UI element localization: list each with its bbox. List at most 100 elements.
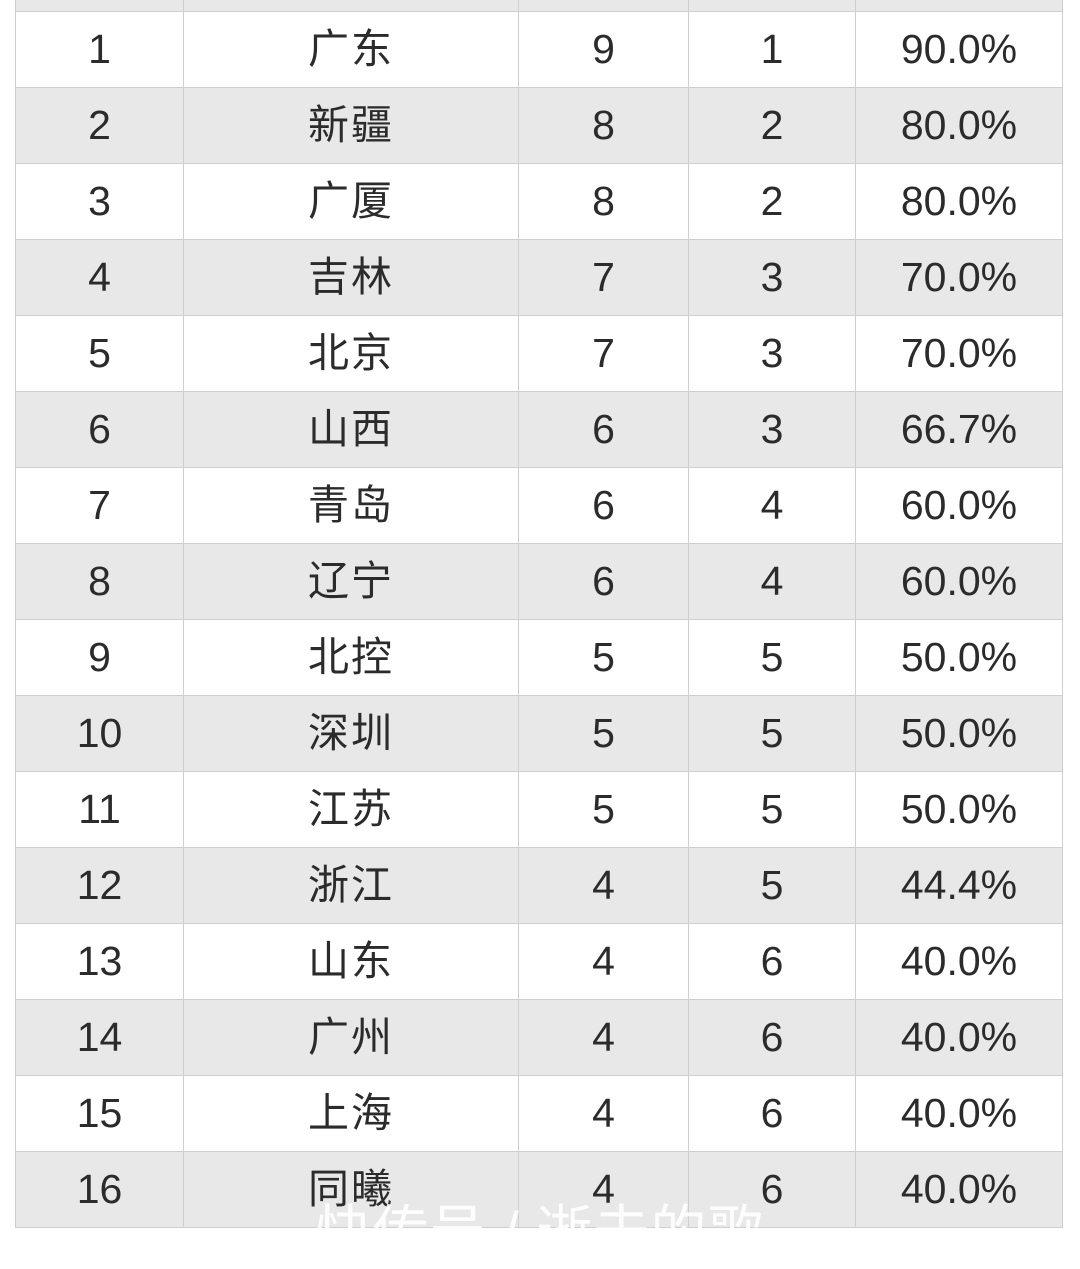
column-header-rank[interactable] <box>15 0 184 12</box>
table-header <box>15 0 1063 12</box>
wins-cell: 5 <box>518 695 689 772</box>
table-row[interactable]: 16 同曦 4 6 40.0% <box>15 1151 1063 1228</box>
wins-cell: 5 <box>518 771 689 848</box>
column-header-pct[interactable] <box>855 0 1063 12</box>
team-cell: 深圳 <box>183 695 519 772</box>
column-header-losses[interactable] <box>688 0 856 12</box>
pct-cell: 40.0% <box>855 923 1063 1000</box>
wins-cell: 6 <box>518 467 689 544</box>
wins-cell: 5 <box>518 619 689 696</box>
table-row[interactable]: 7 青岛 6 4 60.0% <box>15 467 1063 544</box>
pct-cell: 50.0% <box>855 695 1063 772</box>
rank-cell: 13 <box>15 923 184 1000</box>
table-row[interactable]: 13 山东 4 6 40.0% <box>15 923 1063 1000</box>
table-header-row <box>15 0 1063 12</box>
pct-cell: 40.0% <box>855 999 1063 1076</box>
losses-cell: 3 <box>688 315 856 392</box>
wins-cell: 4 <box>518 923 689 1000</box>
wins-cell: 8 <box>518 87 689 164</box>
pct-cell: 66.7% <box>855 391 1063 468</box>
pct-cell: 50.0% <box>855 619 1063 696</box>
losses-cell: 3 <box>688 239 856 316</box>
losses-cell: 1 <box>688 11 856 88</box>
wins-cell: 7 <box>518 315 689 392</box>
losses-cell: 6 <box>688 999 856 1076</box>
wins-cell: 8 <box>518 163 689 240</box>
team-cell: 广东 <box>183 11 519 88</box>
rank-cell: 9 <box>15 619 184 696</box>
wins-cell: 6 <box>518 543 689 620</box>
team-cell: 新疆 <box>183 87 519 164</box>
rank-cell: 8 <box>15 543 184 620</box>
rank-cell: 15 <box>15 1075 184 1152</box>
pct-cell: 90.0% <box>855 11 1063 88</box>
losses-cell: 3 <box>688 391 856 468</box>
team-cell: 上海 <box>183 1075 519 1152</box>
losses-cell: 4 <box>688 543 856 620</box>
pct-cell: 50.0% <box>855 771 1063 848</box>
standings-table: 1 广东 9 1 90.0% 2 新疆 8 2 80.0% 3 广厦 8 2 80.0% 4 吉林 7 3 70.0%… <box>15 0 1063 1228</box>
table-row[interactable]: 2 新疆 8 2 80.0% <box>15 87 1063 164</box>
team-cell: 广州 <box>183 999 519 1076</box>
wins-cell: 4 <box>518 1151 689 1228</box>
losses-cell: 5 <box>688 695 856 772</box>
team-cell: 山东 <box>183 923 519 1000</box>
table-row[interactable]: 11 江苏 5 5 50.0% <box>15 771 1063 848</box>
losses-cell: 4 <box>688 467 856 544</box>
table-row[interactable]: 8 辽宁 6 4 60.0% <box>15 543 1063 620</box>
losses-cell: 5 <box>688 619 856 696</box>
team-cell: 江苏 <box>183 771 519 848</box>
pct-cell: 80.0% <box>855 87 1063 164</box>
pct-cell: 80.0% <box>855 163 1063 240</box>
rank-cell: 11 <box>15 771 184 848</box>
table-row[interactable]: 10 深圳 5 5 50.0% <box>15 695 1063 772</box>
pct-cell: 40.0% <box>855 1151 1063 1228</box>
rank-cell: 3 <box>15 163 184 240</box>
table-body: 1 广东 9 1 90.0% 2 新疆 8 2 80.0% 3 广厦 8 2 80.0% 4 吉林 7 3 70.0%… <box>15 11 1063 1228</box>
column-header-team[interactable] <box>183 0 519 12</box>
wins-cell: 4 <box>518 847 689 924</box>
losses-cell: 6 <box>688 1075 856 1152</box>
rank-cell: 10 <box>15 695 184 772</box>
rank-cell: 6 <box>15 391 184 468</box>
rank-cell: 12 <box>15 847 184 924</box>
table-row[interactable]: 12 浙江 4 5 44.4% <box>15 847 1063 924</box>
rank-cell: 7 <box>15 467 184 544</box>
table-row[interactable]: 6 山西 6 3 66.7% <box>15 391 1063 468</box>
column-header-wins[interactable] <box>518 0 689 12</box>
pct-cell: 44.4% <box>855 847 1063 924</box>
table-row[interactable]: 9 北控 5 5 50.0% <box>15 619 1063 696</box>
rank-cell: 14 <box>15 999 184 1076</box>
team-cell: 广厦 <box>183 163 519 240</box>
table-row[interactable]: 1 广东 9 1 90.0% <box>15 11 1063 88</box>
team-cell: 青岛 <box>183 467 519 544</box>
pct-cell: 70.0% <box>855 239 1063 316</box>
team-cell: 同曦 <box>183 1151 519 1228</box>
team-cell: 山西 <box>183 391 519 468</box>
losses-cell: 2 <box>688 163 856 240</box>
pct-cell: 40.0% <box>855 1075 1063 1152</box>
wins-cell: 4 <box>518 1075 689 1152</box>
pct-cell: 60.0% <box>855 543 1063 620</box>
team-cell: 浙江 <box>183 847 519 924</box>
wins-cell: 7 <box>518 239 689 316</box>
rank-cell: 16 <box>15 1151 184 1228</box>
table-row[interactable]: 3 广厦 8 2 80.0% <box>15 163 1063 240</box>
wins-cell: 9 <box>518 11 689 88</box>
losses-cell: 5 <box>688 771 856 848</box>
wins-cell: 6 <box>518 391 689 468</box>
rank-cell: 1 <box>15 11 184 88</box>
team-cell: 北控 <box>183 619 519 696</box>
table-row[interactable]: 15 上海 4 6 40.0% <box>15 1075 1063 1152</box>
team-cell: 北京 <box>183 315 519 392</box>
losses-cell: 6 <box>688 1151 856 1228</box>
losses-cell: 5 <box>688 847 856 924</box>
table-row[interactable]: 5 北京 7 3 70.0% <box>15 315 1063 392</box>
team-cell: 辽宁 <box>183 543 519 620</box>
pct-cell: 70.0% <box>855 315 1063 392</box>
table-row[interactable]: 4 吉林 7 3 70.0% <box>15 239 1063 316</box>
losses-cell: 2 <box>688 87 856 164</box>
losses-cell: 6 <box>688 923 856 1000</box>
table-row[interactable]: 14 广州 4 6 40.0% <box>15 999 1063 1076</box>
